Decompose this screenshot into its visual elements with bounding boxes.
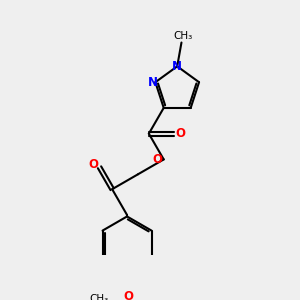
Text: O: O [175,127,185,140]
Text: O: O [123,290,133,300]
Text: CH₃: CH₃ [173,31,193,41]
Text: O: O [88,158,99,171]
Text: N: N [172,60,182,73]
Text: O: O [153,153,163,166]
Text: CH₃: CH₃ [90,294,109,300]
Text: N: N [148,76,158,89]
